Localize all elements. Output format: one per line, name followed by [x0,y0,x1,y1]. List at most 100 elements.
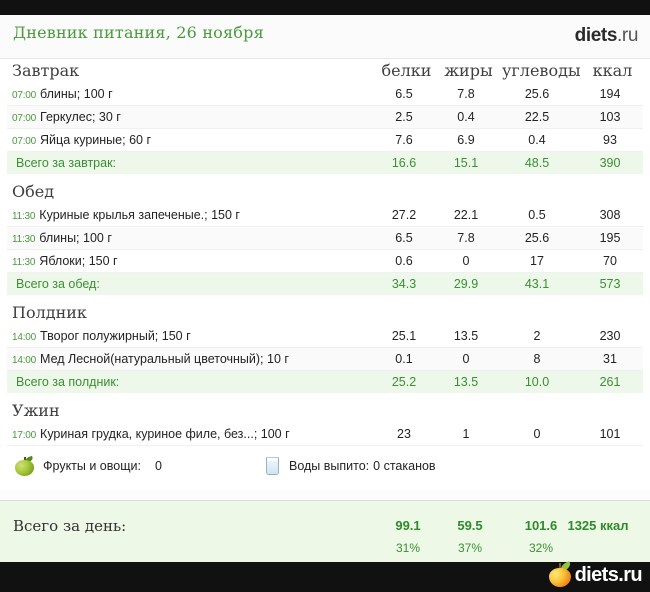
subtotal-kcal: 390 [577,151,643,175]
water-label: Воды выпито: [289,459,370,473]
entry-protein: 23 [373,423,435,446]
entry-fat: 22.1 [435,204,497,227]
entry-kcal: 230 [577,325,643,348]
entry-kcal: 70 [577,249,643,273]
entry-name: Творог полужирный; 150 г [40,329,191,343]
food-diary-table: Завтрак белки жиры углеводы ккал 07:00 блины; … [7,59,643,446]
food-entry-row[interactable]: 14:00 Творог полужирный; 150 г 25.1 13.5 2 23… [7,325,643,348]
entry-fat: 0 [435,347,497,371]
entry-time: 14:00 [12,355,37,366]
entry-name: Куриные крылья запеченые.; 150 г [39,208,240,222]
top-black-bar [0,0,650,15]
subtotal-label: Всего за завтрак: [7,151,373,175]
entry-time: 07:00 [12,113,37,124]
spacer-cell [577,394,643,424]
entry-fat: 7.8 [435,83,497,106]
subtotal-kcal: 261 [577,370,643,394]
column-header-carbs: углеводы [502,61,581,80]
entry-kcal: 101 [577,423,643,446]
entry-protein: 2.5 [373,105,435,129]
footer-brand-name: diets.ru [574,563,643,586]
entry-protein: 27.2 [373,204,435,227]
entry-fat: 0 [435,249,497,273]
total-carbs-percent: 32% [528,541,554,555]
entry-kcal: 195 [577,226,643,250]
food-entry-row[interactable]: 07:00 Яйца куриные; 60 г 7.6 6.9 0.4 93 [7,128,643,152]
food-name-cell[interactable]: 11:30 Яблоки; 150 г [7,249,373,273]
spacer-cell [497,175,577,205]
entry-protein: 6.5 [373,83,435,106]
entry-name: блины; 100 г [39,231,112,245]
brand-logo-footer: diets.ru [548,561,643,589]
meal-section-title: Завтрак [12,61,80,80]
subtotal-fat: 13.5 [435,370,497,394]
food-name-cell[interactable]: 07:00 Геркулес; 30 г [7,105,373,129]
page-title: Дневник питания, 26 ноября [13,23,264,42]
food-entry-row[interactable]: 07:00 Геркулес; 30 г 2.5 0.4 22.5 103 [7,105,643,129]
entry-carbs: 0 [497,423,577,446]
total-protein: 99.1 [395,518,421,533]
fruits-label: Фрукты и овощи: [43,459,141,473]
entry-time: 11:30 [12,257,36,268]
total-label: Всего за день: [13,517,127,535]
food-entry-row[interactable]: 14:00 Мед Лесной(натуральный цветочный); … [7,347,643,371]
entry-name: Яблоки; 150 г [39,254,118,268]
entry-protein: 0.6 [373,249,435,273]
spacer-cell [373,296,435,326]
food-name-cell[interactable]: 17:00 Куриная грудка, куриное филе, без..… [7,423,373,446]
food-entry-row[interactable]: 11:30 Яблоки; 150 г 0.6 0 17 70 [7,249,643,273]
meal-section-header: Завтрак белки жиры углеводы ккал [7,59,643,83]
subtotal-label: Всего за полдник: [7,370,373,394]
food-entry-row[interactable]: 11:30 блины; 100 г 6.5 7.8 25.6 195 [7,226,643,250]
food-name-cell[interactable]: 11:30 блины; 100 г [7,226,373,250]
meal-subtotal-row: Всего за завтрак: 16.6 15.1 48.5 390 [7,151,643,175]
day-total-bar: Всего за день: 99.1 59.5 101.6 1325 ккал… [0,499,650,562]
column-header-protein: белки [381,61,432,80]
food-name-cell[interactable]: 14:00 Творог полужирный; 150 г [7,325,373,348]
fruits-and-vegetables-block: Фрукты и овощи: 0 [15,455,162,476]
column-header-fat: жиры [444,61,493,80]
entry-carbs: 8 [497,347,577,371]
total-carbs: 101.6 [524,518,558,533]
entry-carbs: 17 [497,249,577,273]
spacer-cell [373,175,435,205]
entry-time: 17:00 [12,430,37,441]
subtotal-carbs: 10.0 [497,370,577,394]
entry-name: блины; 100 г [40,87,113,101]
total-fat-percent: 37% [457,541,483,555]
entry-carbs: 2 [497,325,577,348]
entry-time: 14:00 [12,332,37,343]
subtotal-fat: 15.1 [435,151,497,175]
spacer-cell [435,296,497,326]
entry-carbs: 22.5 [497,105,577,129]
entry-kcal: 194 [577,83,643,106]
food-entry-row[interactable]: 11:30 Куриные крылья запеченые.; 150 г 27.… [7,204,643,227]
subtotal-carbs: 48.5 [497,151,577,175]
meal-section-header: Ужин [7,394,643,424]
entry-protein: 0.1 [373,347,435,371]
meal-section-header: Обед [7,175,643,205]
total-protein-percent: 31% [395,541,421,555]
apple-logo-icon [548,561,572,587]
food-entry-row[interactable]: 07:00 блины; 100 г 6.5 7.8 25.6 194 [7,83,643,106]
entry-carbs: 0.5 [497,204,577,227]
entry-name: Куриная грудка, куриное филе, без...; 10… [40,427,290,441]
total-kcal: 1325 ккал [567,518,629,533]
spacer-cell [435,394,497,424]
food-entry-row[interactable]: 17:00 Куриная грудка, куриное филе, без..… [7,423,643,446]
meal-section-title: Полдник [12,303,87,322]
entry-kcal: 93 [577,128,643,152]
brand-logo-top: diets.ru [575,25,639,47]
food-name-cell[interactable]: 11:30 Куриные крылья запеченые.; 150 г [7,204,373,227]
food-name-cell[interactable]: 14:00 Мед Лесной(натуральный цветочный); … [7,347,373,371]
subtotal-carbs: 43.1 [497,272,577,296]
water-block: Воды выпито: 0 стаканов [265,456,436,476]
food-name-cell[interactable]: 07:00 блины; 100 г [7,83,373,106]
meal-section-title: Обед [12,182,55,201]
food-name-cell[interactable]: 07:00 Яйца куриные; 60 г [7,128,373,152]
entry-carbs: 25.6 [497,83,577,106]
column-header-kcal: ккал [592,61,633,80]
entry-protein: 25.1 [373,325,435,348]
entry-protein: 7.6 [373,128,435,152]
